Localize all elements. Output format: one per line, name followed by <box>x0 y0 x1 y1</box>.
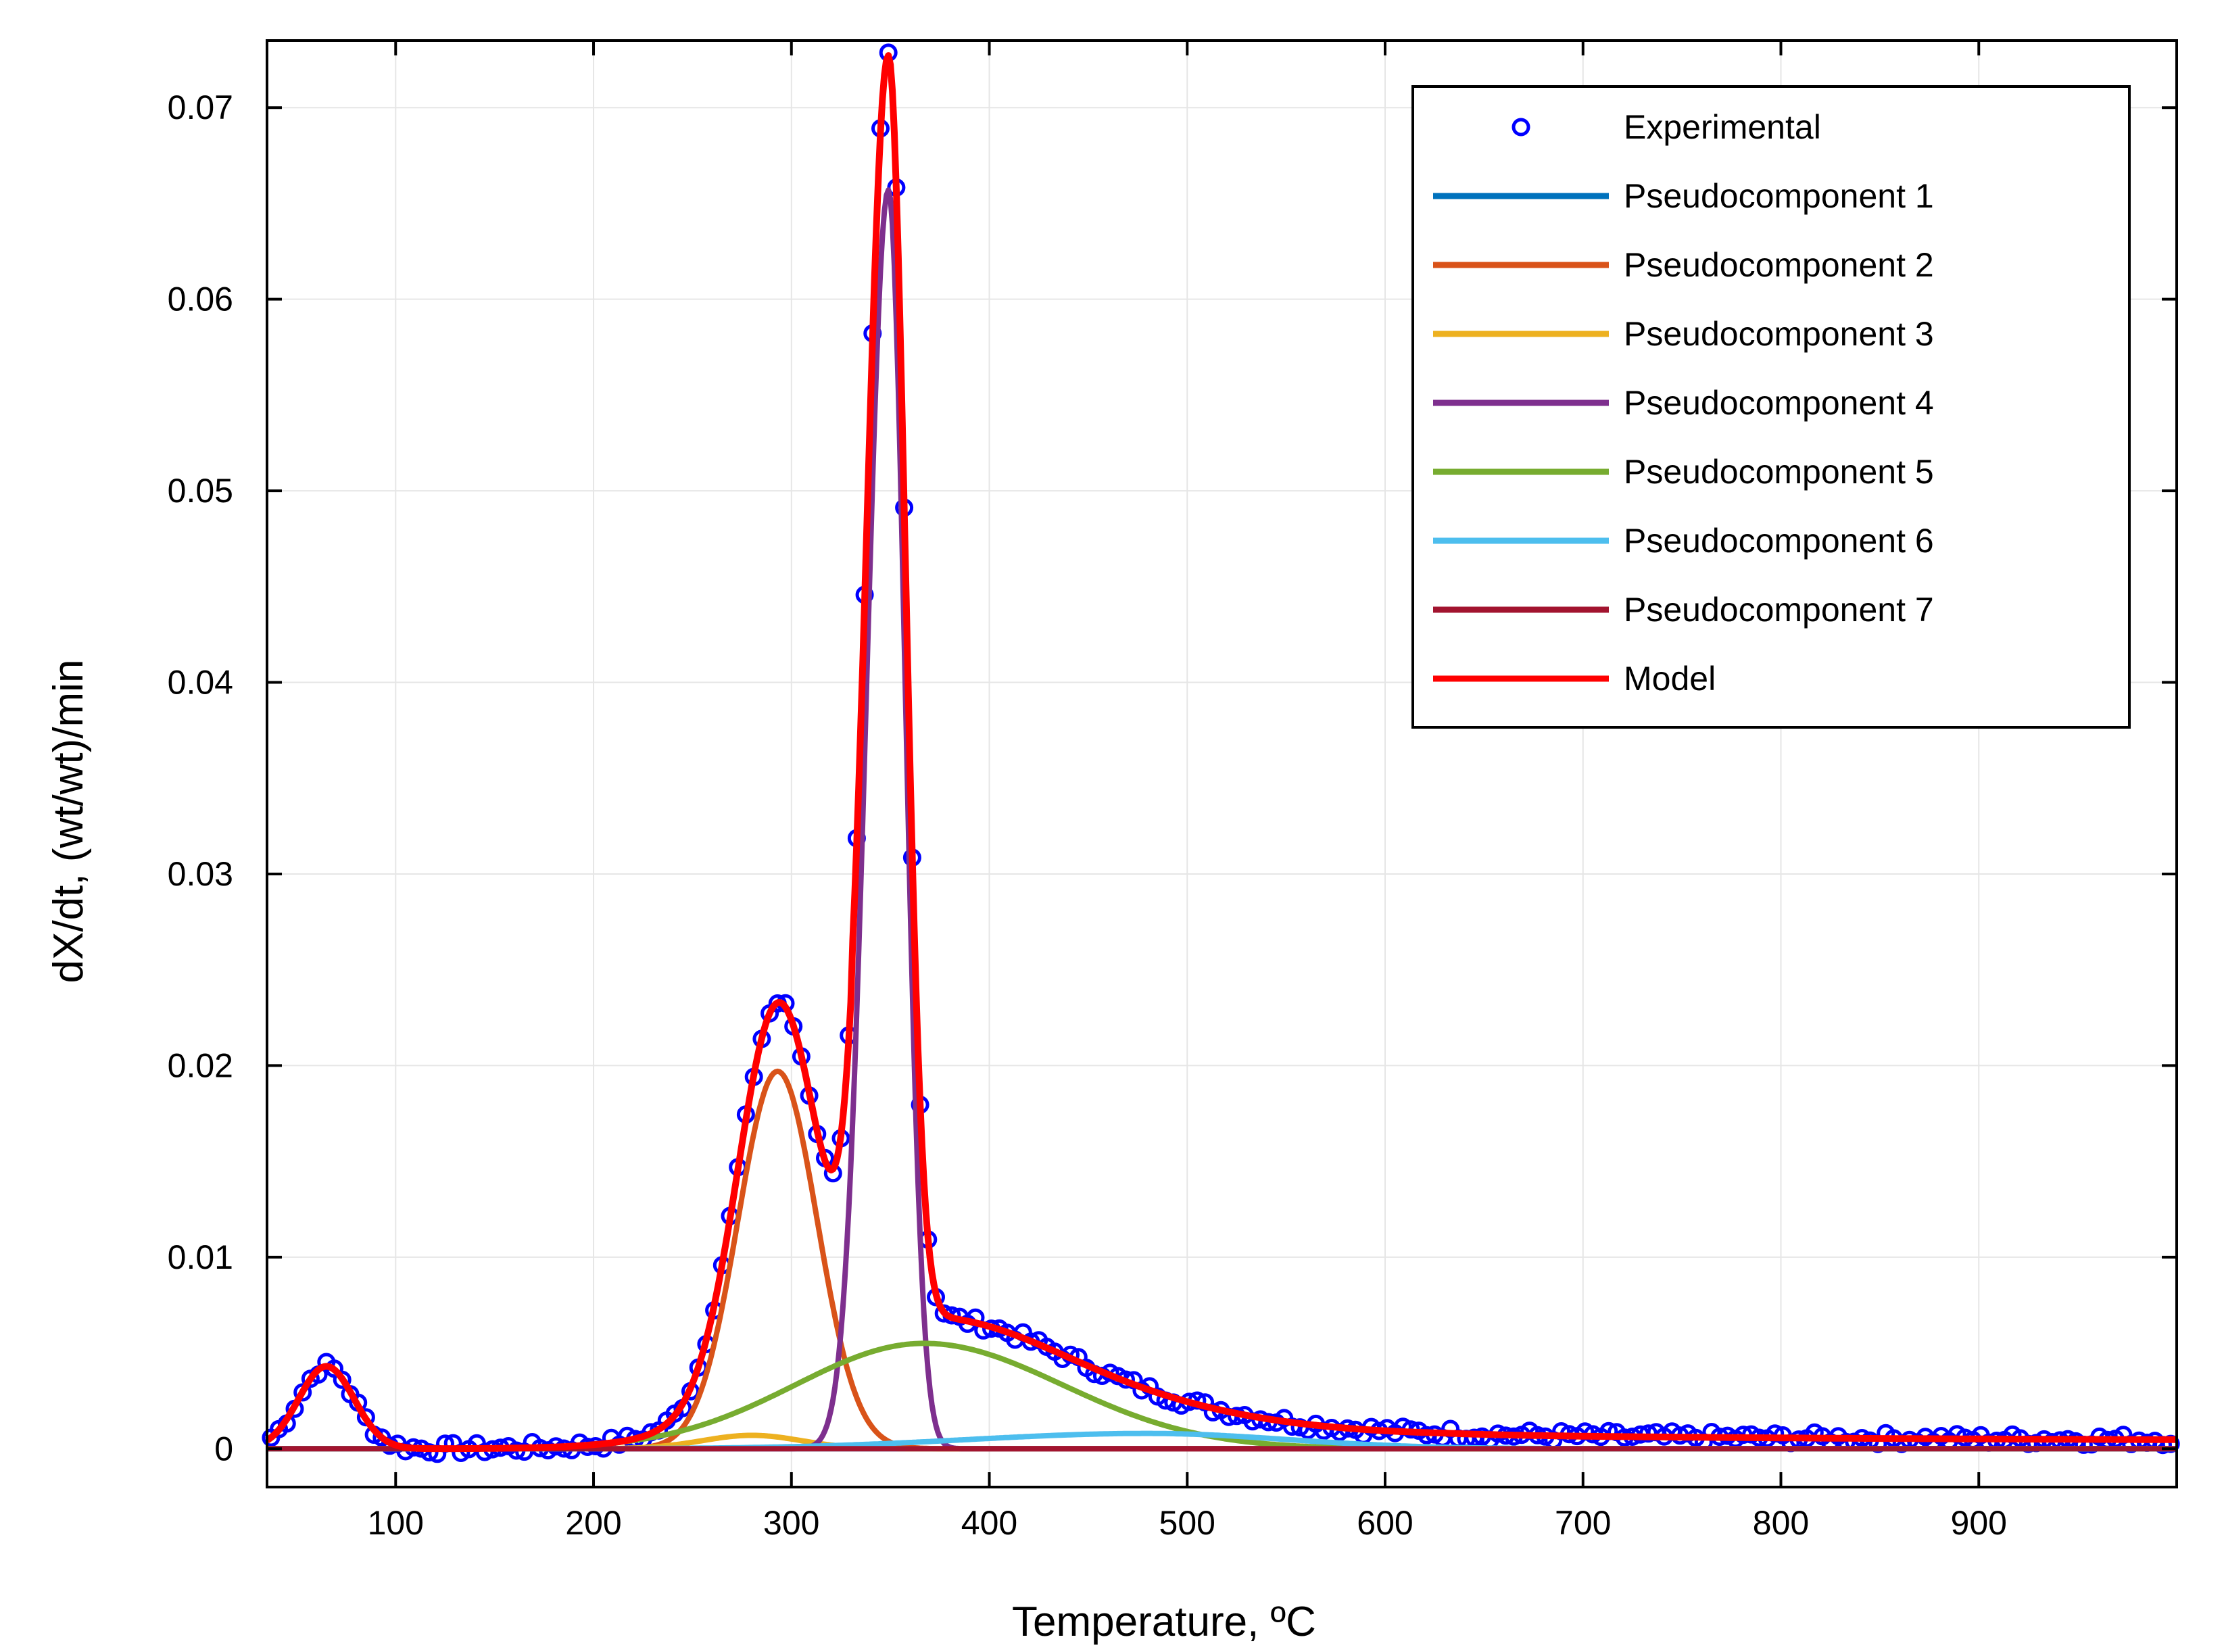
x-tick-label: 600 <box>1357 1504 1413 1542</box>
y-tick-label: 0.06 <box>168 281 233 318</box>
experimental-point <box>475 1442 494 1461</box>
legend-label: Model <box>1624 660 1716 698</box>
y-tick-label: 0.04 <box>168 664 233 702</box>
axis-ticks: 100 200 300 400 500 600 700 800 900 0 0.01 0.02 0.03… <box>168 41 2177 1542</box>
x-tick-label: 200 <box>565 1504 621 1542</box>
x-tick-label: 800 <box>1753 1504 1809 1542</box>
y-tick-label: 0.07 <box>168 89 233 126</box>
legend-marker <box>1512 118 1530 137</box>
x-tick-label: 700 <box>1555 1504 1611 1542</box>
x-tick-label: 900 <box>1951 1504 2007 1542</box>
experimental-point <box>333 1370 352 1389</box>
series-model <box>265 52 2179 1453</box>
legend-label: Pseudocomponent 4 <box>1624 384 1934 422</box>
x-axis-title: Temperature, ºC <box>1012 1599 1316 1645</box>
y-tick-label: 0.01 <box>168 1238 233 1276</box>
legend-label: Pseudocomponent 1 <box>1624 177 1934 215</box>
x-tick-label: 100 <box>368 1504 424 1542</box>
y-tick-label: 0.03 <box>168 855 233 893</box>
y-tick-label: 0.05 <box>168 472 233 510</box>
legend-label: Pseudocomponent 6 <box>1624 522 1934 560</box>
legend-label: Pseudocomponent 2 <box>1624 246 1934 284</box>
x-tick-label: 400 <box>961 1504 1017 1542</box>
legend-label: Pseudocomponent 5 <box>1624 453 1934 491</box>
plot-frame <box>266 39 2178 1488</box>
legend-label: Pseudocomponent 7 <box>1624 591 1934 629</box>
y-tick-label: 0.02 <box>168 1046 233 1084</box>
x-tick-label: 500 <box>1159 1504 1215 1542</box>
y-axis-title: dX/dt, (wt/wt)/min <box>45 660 92 983</box>
y-tick-label: 0 <box>214 1430 233 1467</box>
x-tick-label: 300 <box>763 1504 819 1542</box>
legend: Experimental Pseudocomponent 1 Pseudocompo… <box>1411 85 2131 729</box>
legend-label: Experimental <box>1624 108 1821 146</box>
experimental-point <box>420 1443 439 1462</box>
legend-label: Pseudocomponent 3 <box>1624 315 1934 353</box>
plot-area <box>262 43 2180 1463</box>
